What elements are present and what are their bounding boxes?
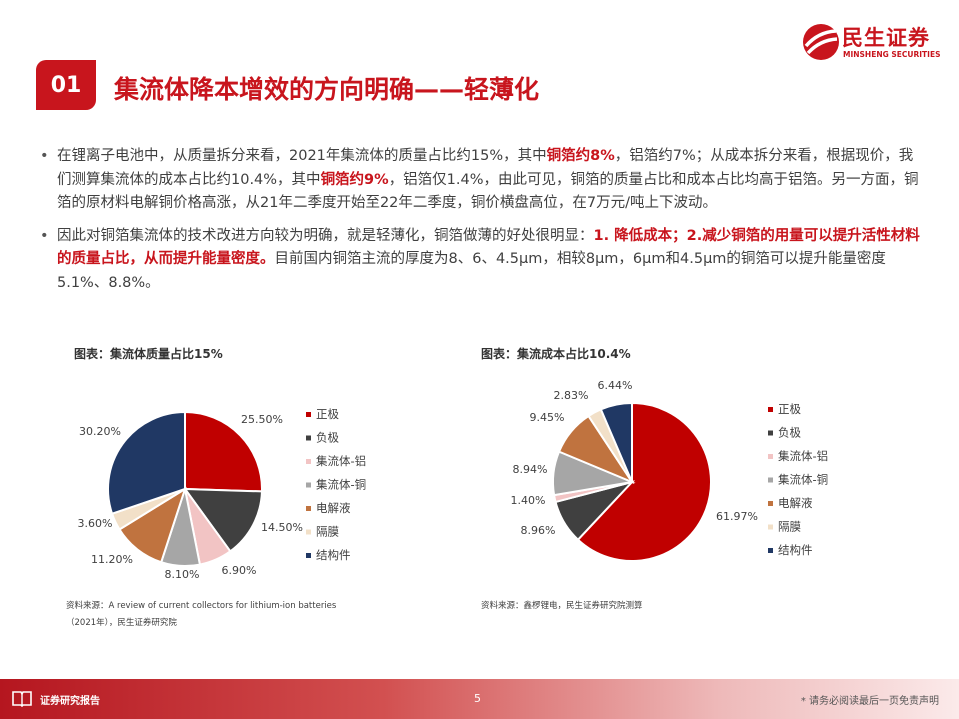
pie-slice: [576, 401, 712, 562]
legend-swatch: [306, 482, 311, 488]
slice-value-label: 8.10%: [165, 568, 200, 581]
brand-name: 民生证券: [842, 26, 930, 50]
charts-canvas: 25.50% 14.50% 6.90% 8.10% 11.20% 3.60% 30.20% 正…: [78, 379, 829, 581]
slice-value-label: 25.50%: [241, 413, 283, 426]
slice-value-label: 11.20%: [91, 553, 133, 566]
legend-label: 电解液: [778, 496, 813, 510]
legend-swatch: [768, 524, 773, 530]
slice-value-label: 6.44%: [598, 379, 633, 392]
bullet-highlight: 1. 降低成本；2.减少铜箔的用量可以提升活性材料的质量占比，从而提升能量密度。: [57, 227, 920, 268]
source-line: 资料来源：鑫椤锂电，民生证券研究院测算: [481, 601, 643, 611]
legend-label: 正极: [316, 407, 339, 421]
legend-label: 负极: [778, 426, 801, 440]
slice-value-label: 30.20%: [79, 425, 121, 438]
legend-swatch: [768, 454, 773, 459]
source-line: （2021年），民生证券研究院: [66, 618, 177, 628]
pie-slice: [599, 401, 633, 483]
legend-label: 隔膜: [778, 520, 801, 534]
bullet-text: 在锂离子电池中，从质量拆分来看，2021年集流体的质量占比约15%，其中: [57, 148, 547, 164]
legend-label: 结构件: [778, 543, 813, 557]
legend-swatch: [306, 459, 311, 464]
bullet-item: 在锂离子电池中，从质量拆分来看，2021年集流体的质量占比约15%，其中铜箔约8…: [40, 145, 925, 216]
legend-label: 电解液: [316, 501, 351, 515]
bullet-text: 因此对铜箔集流体的技术改进方向较为明确，就是轻薄化，铜箔做薄的好处很明显：: [57, 227, 594, 244]
slice-value-label: 8.94%: [513, 463, 548, 476]
bullet-item: 因此对铜箔集流体的技术改进方向较为明确，就是轻薄化，铜箔做薄的好处很明显：1. …: [40, 225, 925, 296]
legend-label: 集流体-铝: [316, 454, 366, 468]
pie-slice: [182, 487, 263, 553]
book-icon: [12, 691, 32, 707]
slice-value-label: 9.45%: [530, 411, 565, 424]
chart-title-cost: 图表：集流成本占比10.4%: [481, 347, 631, 361]
legend-label: 集流体-铜: [316, 478, 366, 492]
legend-swatch: [768, 477, 773, 483]
bullet-highlight: 铜箔约9%: [320, 171, 389, 188]
legend-swatch: [306, 553, 311, 558]
legend-swatch: [768, 430, 773, 436]
legend-swatch: [306, 529, 311, 535]
slice-value-label: 3.60%: [78, 517, 113, 530]
legend-swatch: [306, 412, 311, 417]
bullet-text: ，铝箔约7%；从成本拆分来看，根据现价，我们测算集流体的成本占比约10.4%，其…: [57, 148, 914, 188]
section-number-badge: 01: [36, 60, 96, 110]
bullet-text: 目前国内铜箔主流的厚度为8、6、4.5μm，相较8μm，6μm和4.5μm的铜箔…: [57, 251, 886, 291]
bullet-list: 在锂离子电池中，从质量拆分来看，2021年集流体的质量占比约15%，其中铜箔约8…: [40, 145, 925, 304]
source-line: 资料来源：A review of current collectors for …: [66, 601, 337, 611]
legend-swatch: [306, 435, 311, 441]
legend-swatch: [768, 407, 773, 412]
legend-swatch: [768, 548, 773, 553]
page-number: 5: [474, 692, 481, 705]
minsheng-logo-icon: [803, 24, 839, 60]
pie-slice: [107, 410, 186, 515]
legend-label: 集流体-铝: [778, 449, 828, 463]
footer-label: 证券研究报告: [40, 696, 100, 707]
footer-disclaimer: * 请务必阅读最后一页免责声明: [800, 696, 939, 707]
bullet-text: ，铝箔仅1.4%，由此可见，铜箔的质量占比和成本占比均高于铝箔。另一方面，铜箔的…: [57, 171, 919, 212]
legend-label: 正极: [778, 402, 801, 416]
brand-name-en: MINSHENG SECURITIES: [843, 50, 941, 59]
bullet-highlight: 铜箔约8%: [546, 148, 615, 164]
legend-swatch: [768, 501, 773, 506]
page-title: 集流体降本增效的方向明确——轻薄化: [114, 75, 540, 104]
pie-slice: [184, 410, 263, 493]
slice-value-label: 8.96%: [521, 524, 556, 537]
slice-value-label: 2.83%: [554, 389, 589, 402]
slice-value-label: 6.90%: [222, 564, 257, 577]
slice-value-label: 61.97%: [716, 510, 758, 523]
legend-label: 集流体-铜: [778, 473, 828, 487]
legend-label: 隔膜: [316, 525, 339, 539]
chart-source-cost: 资料来源：鑫椤锂电，民生证券研究院测算: [481, 598, 643, 615]
slice-value-label: 1.40%: [511, 494, 546, 507]
legend-label: 负极: [316, 431, 339, 445]
footer-bar: 证券研究报告 5 * 请务必阅读最后一页免责声明: [0, 679, 959, 719]
chart-title-mass: 图表：集流体质量占比15%: [74, 347, 223, 361]
legend-swatch: [306, 506, 311, 511]
chart-source-mass: 资料来源：A review of current collectors for …: [66, 598, 336, 632]
legend-label: 结构件: [316, 548, 351, 562]
slice-value-label: 14.50%: [261, 521, 303, 534]
